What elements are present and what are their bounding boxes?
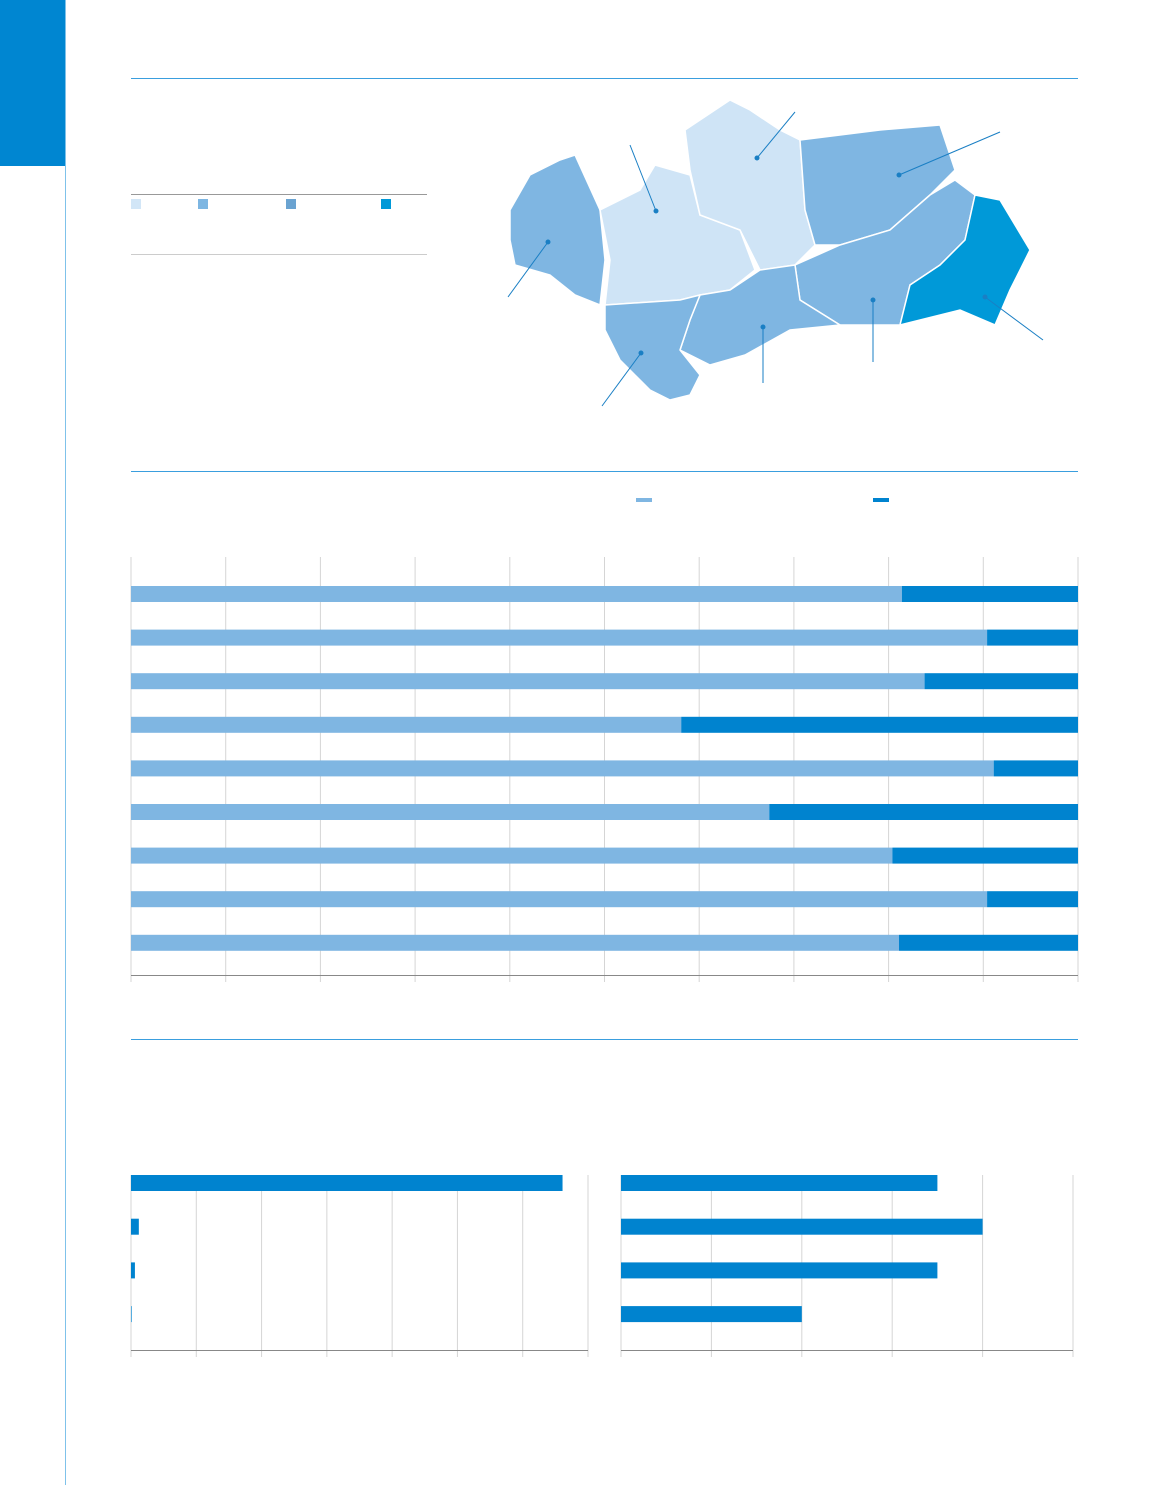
bar-segment — [131, 586, 902, 602]
bar-segment — [131, 760, 994, 777]
leader-dot — [754, 155, 760, 161]
bar-segment — [681, 716, 1078, 733]
bar-segment — [924, 673, 1078, 690]
bar — [131, 1306, 132, 1323]
bar-segment — [892, 847, 1078, 864]
leader-line — [601, 352, 642, 407]
bar-segment — [901, 586, 1078, 602]
leader-line — [756, 111, 796, 159]
bar-segment — [131, 673, 925, 690]
bar-segment — [987, 891, 1078, 908]
leader-dot — [760, 324, 766, 330]
map-leaders — [507, 111, 1044, 407]
bar — [621, 1175, 938, 1191]
bar-segment — [131, 847, 893, 864]
region — [604, 293, 702, 401]
leader-line — [898, 131, 1001, 176]
leader-dot — [896, 172, 902, 178]
map-legend-swatch — [198, 199, 208, 209]
bar-segment — [131, 934, 900, 951]
leader-dot — [653, 208, 659, 214]
bar — [131, 1218, 139, 1235]
leader-line — [507, 241, 549, 298]
map-legend-swatch — [286, 199, 296, 209]
map-legend-swatch — [381, 199, 391, 209]
leader-line — [629, 144, 657, 212]
bar-segment — [131, 629, 988, 646]
sidebar-tab — [0, 0, 65, 166]
leader-dot — [638, 350, 644, 356]
leader-dot — [870, 297, 876, 303]
leader-line — [984, 296, 1044, 341]
bar — [131, 1175, 563, 1191]
leader-dot — [982, 294, 988, 300]
bar-segment — [131, 891, 988, 908]
bar-segment — [131, 716, 682, 733]
map-legend-swatch — [131, 199, 141, 209]
map — [509, 99, 1031, 401]
bar — [621, 1306, 802, 1323]
bar-segment — [993, 760, 1078, 777]
region — [898, 194, 1031, 327]
bar-segment — [899, 934, 1078, 951]
region — [509, 154, 606, 307]
bar — [131, 1262, 135, 1279]
leader-dot — [545, 239, 551, 245]
bar — [621, 1218, 983, 1235]
legend-swatch — [636, 498, 652, 502]
bar — [621, 1262, 938, 1279]
legend-swatch — [873, 498, 889, 502]
bar-segment — [987, 629, 1078, 646]
bar-segment — [769, 804, 1078, 820]
bar-segment — [131, 804, 770, 820]
